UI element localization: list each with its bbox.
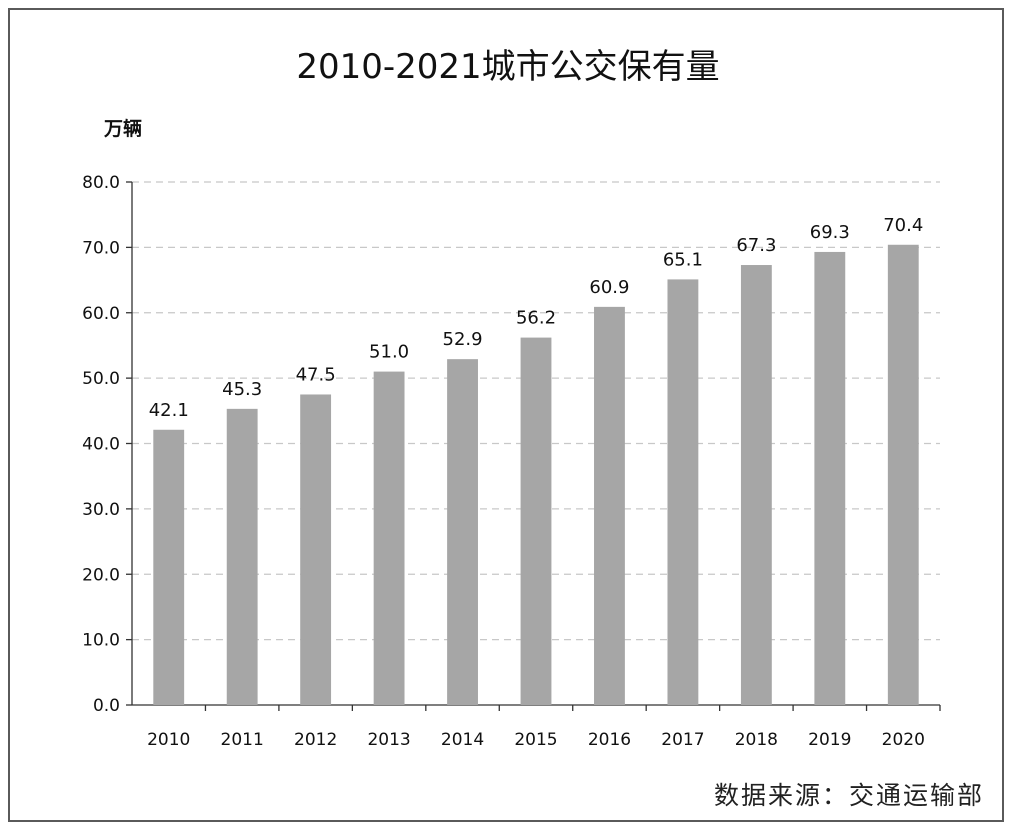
data-label-2017: 65.1 (663, 249, 703, 270)
x-tick-label-2012: 2012 (294, 730, 337, 750)
x-tick-label-2011: 2011 (221, 730, 264, 750)
x-tick-label-2014: 2014 (441, 730, 484, 750)
y-tick-label: 50.0 (82, 369, 120, 389)
data-label-2019: 69.3 (810, 222, 850, 243)
y-tick-label: 30.0 (82, 500, 120, 520)
chart-title: 2010-2021城市公交保有量 (296, 47, 720, 87)
bar-2017 (667, 279, 699, 705)
data-label-2015: 56.2 (516, 308, 556, 329)
bar-2014 (447, 359, 478, 705)
x-tick-label-2013: 2013 (367, 730, 410, 750)
data-label-2010: 42.1 (149, 400, 189, 421)
bar-2012 (300, 394, 332, 705)
bar-2015 (520, 337, 552, 705)
bar-2011 (226, 408, 258, 705)
x-tick-label-2020: 2020 (882, 730, 925, 750)
bar-2020 (887, 244, 919, 705)
bar-2018 (740, 265, 772, 705)
x-tick-label-2018: 2018 (735, 730, 778, 750)
data-label-2020: 70.4 (883, 215, 923, 236)
x-tick-label-2017: 2017 (661, 730, 704, 750)
y-tick-label: 70.0 (82, 238, 120, 258)
bar-2010 (153, 429, 185, 705)
data-source-note: 数据来源：交通运输部 (713, 781, 984, 810)
data-label-2011: 45.3 (222, 379, 262, 400)
data-label-2012: 47.5 (296, 364, 336, 385)
bar-2013 (373, 371, 405, 705)
y-axis-unit-label: 万辆 (104, 118, 143, 140)
data-label-2018: 67.3 (736, 235, 776, 256)
data-label-2016: 60.9 (589, 277, 629, 298)
x-tick-label-2015: 2015 (514, 730, 557, 750)
data-label-2014: 52.9 (443, 329, 483, 350)
y-tick-label: 20.0 (82, 565, 120, 585)
x-tick-label-2016: 2016 (588, 730, 631, 750)
x-tick-label-2010: 2010 (147, 730, 190, 750)
bar-2016 (594, 306, 625, 705)
y-tick-label: 40.0 (82, 435, 120, 455)
x-tick-label-2019: 2019 (808, 730, 851, 750)
y-tick-label: 10.0 (82, 631, 120, 651)
data-label-2013: 51.0 (369, 342, 409, 363)
y-tick-label: 80.0 (82, 173, 120, 193)
y-tick-label: 0.0 (93, 696, 120, 716)
y-tick-label: 60.0 (82, 304, 120, 324)
bar-2019 (814, 251, 846, 706)
